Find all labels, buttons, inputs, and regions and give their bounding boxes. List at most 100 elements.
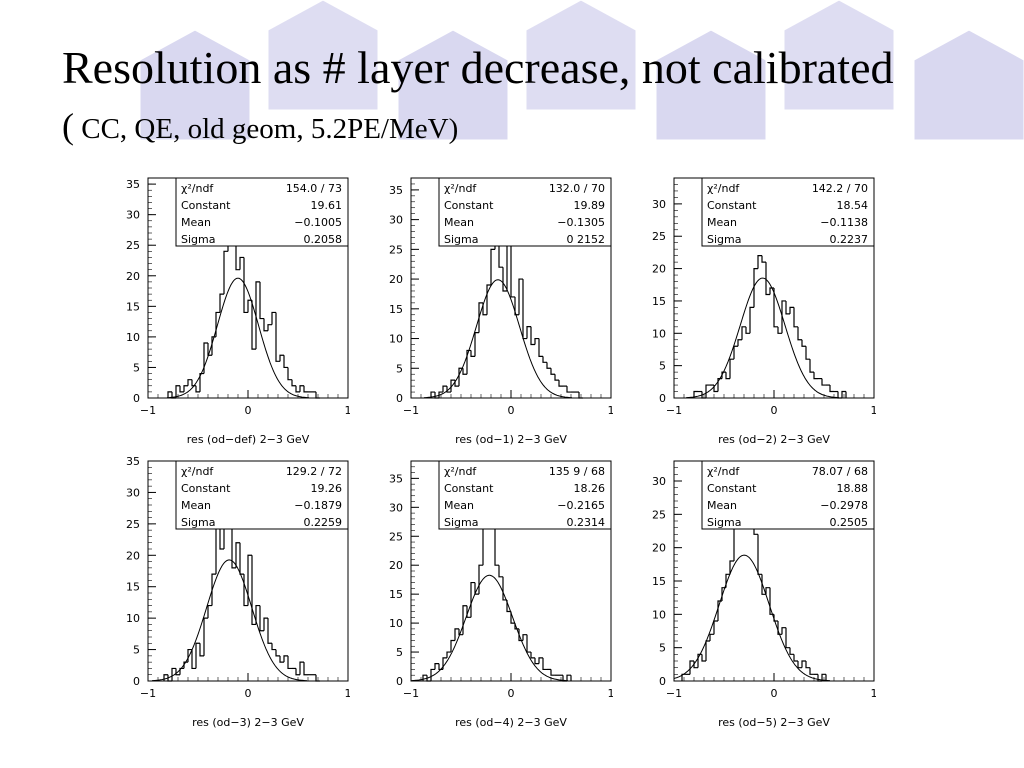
histogram-bin	[773, 288, 778, 328]
stats-chi2-ndf-value: 129.2 / 72	[286, 465, 342, 478]
histogram-bin	[538, 338, 543, 357]
histogram-bin	[821, 673, 826, 681]
stats-chi2-ndf-value: 154.0 / 73	[286, 182, 342, 195]
stats-mean-value: −0.1879	[294, 499, 342, 512]
histogram-bin	[578, 392, 583, 399]
histogram-bin	[187, 379, 192, 386]
histogram-bin	[438, 663, 443, 671]
stats-box	[701, 460, 875, 530]
histogram-bin	[821, 378, 826, 386]
histogram-bin	[693, 390, 698, 398]
stats-sigma-label: Sigma	[444, 233, 478, 246]
stats-mean-label: Mean	[444, 499, 474, 512]
histogram-bin	[271, 643, 276, 651]
y-tick-label: 5	[659, 642, 666, 655]
histogram-bin	[705, 640, 710, 661]
stats-chi2-ndf-value: 132.0 / 70	[549, 182, 605, 195]
y-tick-label: 20	[652, 263, 666, 276]
stats-box	[175, 177, 349, 247]
x-tick-label: 1	[871, 404, 877, 417]
histogram-od-3: 0 5 10 15 20 25 30 35 −1 0 1 χ²/ndf 129.2 / 72 Consta…	[110, 455, 350, 735]
histogram-bin	[263, 318, 268, 332]
y-tick-label: 35	[389, 472, 403, 485]
histogram-bin	[693, 661, 698, 669]
stats-constant-label: Constant	[707, 482, 757, 495]
stats-sigma-value: 0.2505	[830, 516, 869, 529]
x-tick-label: −1	[403, 404, 419, 417]
histogram-bin	[466, 349, 471, 375]
x-axis-label: res (od−4) 2−3 GeV	[455, 716, 567, 729]
histogram-od-4: 0 5 10 15 20 25 30 35 −1 0 1 χ²/ndf 135 9 / 68 Consta…	[373, 455, 613, 735]
y-tick-label: 5	[133, 644, 140, 657]
y-tick-label: 15	[389, 303, 403, 316]
histogram-bin	[470, 350, 475, 357]
y-tick-label: 10	[389, 333, 403, 346]
histogram-bin	[841, 390, 846, 398]
histogram-bin	[315, 391, 320, 399]
histogram-bin	[195, 642, 200, 669]
histogram-bin	[474, 331, 479, 357]
histogram-bin	[267, 618, 272, 644]
histogram-bin	[701, 391, 706, 399]
y-tick-label: 15	[652, 295, 666, 308]
stats-sigma-label: Sigma	[444, 516, 478, 529]
header-deco-shape	[397, 29, 509, 141]
histogram-bin	[522, 634, 527, 641]
histogram-bin	[546, 362, 551, 369]
histogram-bin	[729, 358, 734, 379]
histogram-bin	[275, 312, 280, 362]
histogram-bin	[705, 384, 710, 398]
histogram-bin	[761, 255, 766, 263]
histogram-bin	[303, 662, 308, 676]
histogram-bin	[179, 667, 184, 675]
x-tick-label: 0	[508, 404, 515, 417]
histogram-bin	[813, 372, 818, 380]
histogram-bin	[211, 573, 216, 606]
y-tick-label: 10	[126, 612, 140, 625]
histogram-bin	[817, 674, 822, 682]
histogram-bin	[438, 391, 443, 398]
histogram-bin	[283, 355, 288, 369]
histogram-bin	[701, 654, 706, 662]
header-deco-shape	[267, 0, 379, 111]
stats-constant-value: 19.26	[311, 482, 343, 495]
histogram-bin	[199, 643, 204, 657]
stats-constant-label: Constant	[707, 199, 757, 212]
histogram-bin	[167, 391, 172, 398]
x-tick-label: −1	[140, 687, 156, 700]
y-tick-label: 0	[396, 392, 403, 405]
stats-constant-value: 19.89	[574, 199, 606, 212]
stats-sigma-value: 0.2259	[304, 516, 343, 529]
histogram-bin	[518, 278, 523, 315]
histogram-bin	[235, 542, 240, 568]
histogram-bin	[434, 663, 439, 670]
histogram-bin	[243, 257, 248, 314]
histogram-bin	[239, 542, 244, 575]
stats-constant-label: Constant	[181, 482, 231, 495]
histogram-bin	[721, 371, 726, 379]
histogram-bin	[510, 243, 515, 298]
histogram-bin	[239, 256, 244, 270]
histogram-bin	[689, 660, 694, 675]
subtitle-text: CC, QE, old geom, 5.2PE/MeV)	[74, 113, 459, 145]
histogram-bin	[781, 627, 786, 635]
x-tick-label: 1	[345, 404, 351, 417]
y-tick-label: 5	[396, 362, 403, 375]
x-tick-label: −1	[403, 687, 419, 700]
histogram-bin	[430, 391, 435, 398]
histogram-bin	[494, 518, 499, 566]
y-tick-label: 5	[659, 360, 666, 373]
histogram-bin	[458, 628, 463, 636]
stats-mean-label: Mean	[181, 216, 211, 229]
histogram-bin	[247, 554, 252, 606]
x-tick-label: 0	[245, 687, 252, 700]
stats-sigma-value: 0 2152	[567, 233, 606, 246]
x-tick-label: 1	[871, 687, 877, 700]
y-tick-label: 0	[396, 675, 403, 688]
histogram-bin	[175, 385, 180, 398]
stats-box	[701, 177, 875, 247]
histogram-bin	[295, 668, 300, 676]
y-tick-label: 5	[396, 646, 403, 659]
histogram-bin	[219, 293, 224, 313]
